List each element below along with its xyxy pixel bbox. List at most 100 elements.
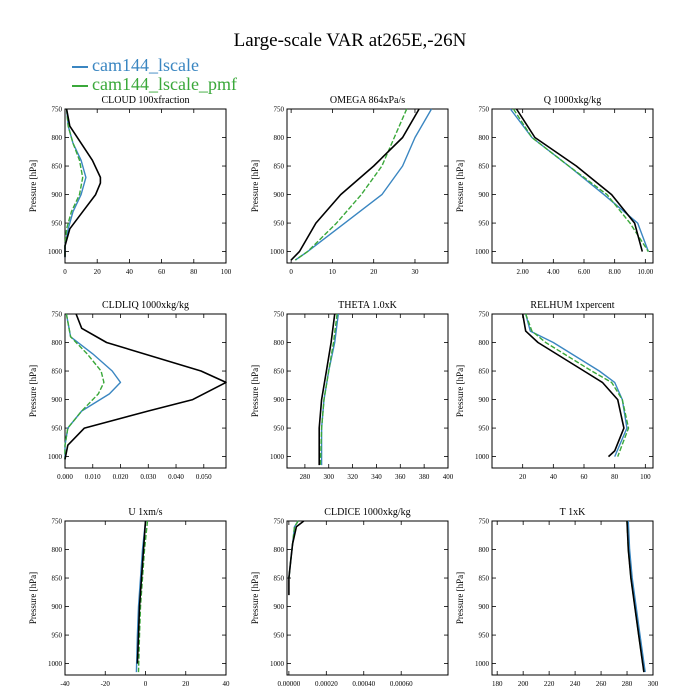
y-tick-label: 750 (52, 311, 63, 319)
y-tick-label: 1000 (475, 453, 490, 461)
y-tick-label: 750 (52, 106, 63, 114)
x-tick-label: 0 (289, 268, 293, 276)
series-line-control (626, 520, 645, 673)
plot-frame (64, 108, 227, 264)
series-line-control (288, 520, 305, 596)
y-tick-label: 1000 (48, 660, 63, 668)
y-tick-label: 850 (52, 368, 63, 376)
y-tick-label: 750 (479, 311, 490, 319)
panel-title: RELHUM 1xpercent (530, 300, 614, 311)
x-tick-label: 0.050 (196, 473, 212, 481)
series-line-lscale-pmf (137, 520, 149, 673)
panel-title: CLDLIQ 1000xkg/kg (102, 300, 189, 311)
y-tick-label: 950 (479, 425, 490, 433)
legend-item-lscale: cam144_lscale (72, 55, 199, 75)
legend-item-lscale-pmf: cam144_lscale_pmf (72, 74, 237, 94)
y-axis-label: Pressure [hPa] (28, 365, 38, 417)
legend-swatch-lscale-pmf (72, 84, 88, 87)
series-line-lscale-pmf (64, 313, 105, 460)
y-axis-label: Pressure [hPa] (250, 572, 260, 624)
y-tick-label: 900 (479, 191, 490, 199)
panel-title: CLDICE 1000xkg/kg (324, 507, 410, 518)
y-tick-label: 850 (52, 163, 63, 171)
chart-panel-3: CLDLIQ 1000xkg/kg Pressure [hPa] 750 800 850… (28, 300, 227, 481)
y-axis-label: Pressure [hPa] (250, 365, 260, 417)
x-tick-label: 10.00 (637, 268, 653, 276)
x-tick-label: 0 (144, 680, 148, 688)
x-tick-label: 2.00 (517, 268, 530, 276)
x-tick-label: 100 (640, 473, 651, 481)
x-tick-label: 200 (518, 680, 529, 688)
y-tick-label: 900 (52, 191, 63, 199)
x-tick-label: 340 (371, 473, 382, 481)
x-tick-label: 6.00 (578, 268, 591, 276)
x-tick-label: 280 (300, 473, 311, 481)
panel-title: THETA 1.0xK (338, 300, 397, 311)
x-tick-label: 220 (544, 680, 555, 688)
y-tick-label: 950 (274, 220, 285, 228)
y-tick-label: 950 (52, 220, 63, 228)
x-tick-label: 240 (570, 680, 581, 688)
y-tick-label: 1000 (48, 453, 63, 461)
x-tick-label: 260 (596, 680, 607, 688)
legend-swatch-lscale (72, 65, 88, 68)
x-tick-label: 280 (622, 680, 633, 688)
series-line-control (290, 108, 420, 261)
x-tick-label: 0.00000 (277, 680, 300, 688)
y-tick-label: 800 (52, 546, 63, 554)
x-tick-label: 8.00 (609, 268, 622, 276)
y-tick-label: 1000 (475, 248, 490, 256)
chart-panel-5: RELHUM 1xpercent Pressure [hPa] 750 800 850 9… (455, 300, 654, 481)
panel-title: OMEGA 864xPa/s (330, 95, 405, 106)
x-tick-label: 20 (370, 268, 378, 276)
y-tick-label: 850 (274, 575, 285, 583)
x-tick-label: -40 (60, 680, 70, 688)
legend-label-lscale: cam144_lscale (92, 55, 199, 75)
plot-frame (64, 313, 227, 469)
y-tick-label: 900 (479, 396, 490, 404)
y-axis-label: Pressure [hPa] (455, 160, 465, 212)
y-tick-label: 750 (274, 311, 285, 319)
chart-panel-8: T 1xK Pressure [hPa] 750 800 850 900 950 1000 18… (455, 507, 659, 688)
series-line-control (64, 313, 227, 460)
plot-frame (491, 520, 654, 676)
y-axis-label: Pressure [hPa] (28, 572, 38, 624)
chart-panel-6: U 1xm/s Pressure [hPa] 750 800 850 900 950 1000… (28, 507, 230, 688)
y-tick-label: 800 (274, 339, 285, 347)
plot-frame (491, 108, 654, 264)
series-line-lscale (64, 313, 122, 460)
x-tick-label: 40 (126, 268, 134, 276)
y-tick-label: 800 (479, 546, 490, 554)
x-tick-label: 0.020 (113, 473, 129, 481)
x-tick-label: 0.00040 (352, 680, 375, 688)
panel-title: T 1xK (560, 507, 586, 518)
x-tick-label: 0.000 (57, 473, 73, 481)
legend-label-lscale-pmf: cam144_lscale_pmf (92, 74, 237, 94)
y-tick-label: 900 (274, 603, 285, 611)
x-tick-label: 4.00 (547, 268, 560, 276)
chart-panel-4: THETA 1.0xK Pressure [hPa] 750 800 850 900 950… (250, 300, 454, 481)
x-tick-label: 100 (221, 268, 232, 276)
y-axis-label: Pressure [hPa] (455, 365, 465, 417)
y-tick-label: 850 (479, 368, 490, 376)
chart-panel-7: CLDICE 1000xkg/kg Pressure [hPa] 750 800 850… (250, 507, 449, 688)
x-tick-label: 0.030 (140, 473, 156, 481)
series-line-lscale-pmf (512, 108, 649, 252)
y-tick-label: 800 (52, 134, 63, 142)
series-line-lscale-pmf (294, 108, 408, 261)
x-tick-label: 20 (94, 268, 102, 276)
x-tick-label: 40 (223, 680, 231, 688)
x-tick-label: 380 (419, 473, 430, 481)
y-tick-label: 1000 (270, 248, 285, 256)
series-line-control (521, 313, 625, 458)
series-line-control (64, 108, 102, 258)
x-tick-label: 300 (648, 680, 659, 688)
y-tick-label: 950 (52, 632, 63, 640)
y-tick-label: 900 (274, 191, 285, 199)
panel-title: Q 1000xkg/kg (544, 95, 602, 106)
x-tick-label: 360 (395, 473, 406, 481)
y-tick-label: 800 (479, 134, 490, 142)
series-line-lscale (525, 313, 628, 457)
y-axis-label: Pressure [hPa] (28, 160, 38, 212)
